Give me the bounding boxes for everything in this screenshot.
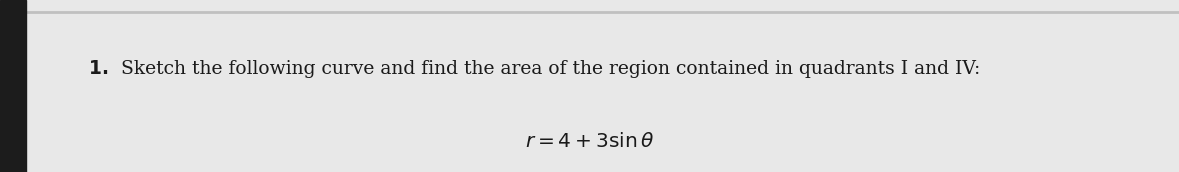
Text: $\mathbf{1.}$: $\mathbf{1.}$ bbox=[88, 60, 108, 78]
Text: Sketch the following curve and find the area of the region contained in quadrant: Sketch the following curve and find the … bbox=[121, 60, 981, 78]
Text: $r = 4 + 3\sin\theta$: $r = 4 + 3\sin\theta$ bbox=[525, 132, 654, 150]
